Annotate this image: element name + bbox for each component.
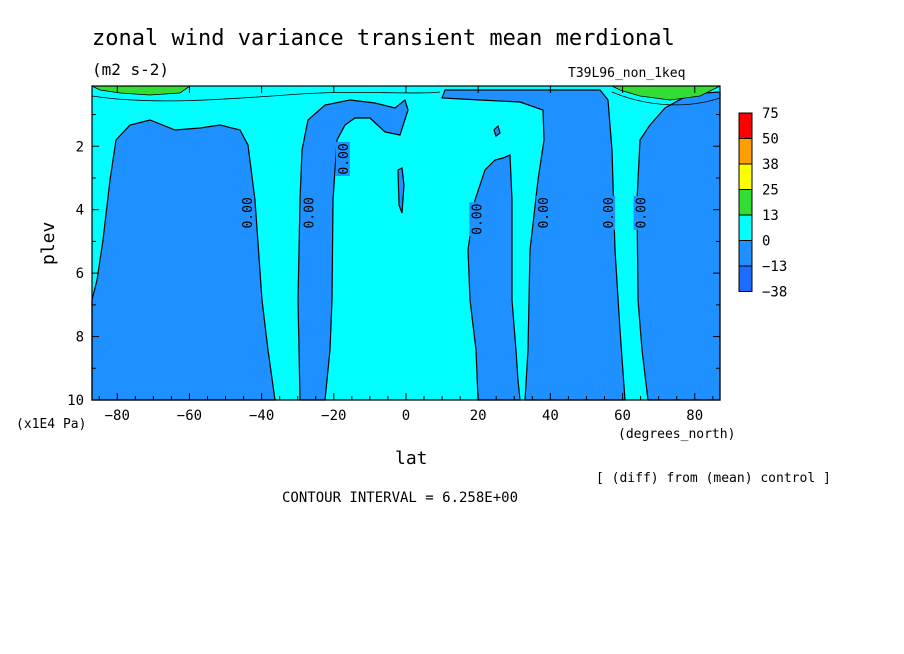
negative-region-polar-north	[636, 91, 721, 401]
y-tick-label: 4	[76, 203, 84, 219]
contour-label: 0.00	[537, 197, 552, 228]
contour-label: 0.00	[303, 197, 318, 228]
run-label: T39L96_non_1keq	[568, 66, 685, 81]
y-axis: 2 4 6 8 10	[67, 114, 720, 409]
x-axis: −80 −60 −40 −20 0 20 40 60 80	[98, 86, 714, 424]
negative-region-west	[91, 119, 276, 401]
x-tick-label: 60	[614, 408, 631, 424]
y-tick-label: 2	[76, 139, 84, 155]
contour-label: 0.00	[241, 197, 256, 228]
y-tick-label: 10	[67, 393, 84, 409]
contour-label-bg	[536, 195, 551, 230]
y-axis-label: plev	[38, 222, 59, 265]
colorbar-label: 50	[762, 132, 779, 148]
contour-interval: CONTOUR INTERVAL = 6.258E+00	[282, 490, 518, 506]
diff-note: [ (diff) from (mean) control ]	[596, 471, 831, 486]
colorbar-swatch	[738, 189, 753, 216]
plot-area: 0.00 0.00 0.00 0.00 0.00 0.00 0.00	[91, 85, 721, 401]
colorbar-swatch	[738, 138, 753, 165]
y-units: (x1E4 Pa)	[16, 417, 86, 432]
y-tick-label: 6	[76, 266, 84, 282]
x-units: (degrees_north)	[618, 427, 735, 442]
contour-label: 0.00	[602, 197, 617, 228]
colorbar-label: 38	[762, 157, 779, 173]
x-tick-label: 0	[402, 408, 410, 424]
colorbar-label: 25	[762, 183, 779, 199]
chart-title: zonal wind variance transient mean merdi…	[92, 26, 675, 51]
contour-label-bg	[469, 202, 484, 237]
contour-labels: 0.00 0.00 0.00 0.00 0.00 0.00 0.00	[240, 141, 650, 237]
x-tick-label: −60	[177, 408, 202, 424]
x-tick-label: −40	[249, 408, 274, 424]
negative-region-spot	[493, 124, 501, 137]
contour-label: 0.00	[635, 197, 650, 228]
colorbar-swatch	[738, 112, 753, 139]
colorbar-label: −13	[762, 259, 787, 275]
x-tick-label: 20	[470, 408, 487, 424]
colorbar-swatch	[738, 214, 753, 241]
contour-label-bg	[240, 195, 255, 230]
contour-label-bg	[335, 141, 350, 176]
colorbar-label: 75	[762, 106, 779, 122]
x-tick-label: −80	[105, 408, 130, 424]
colorbar-label: 13	[762, 208, 779, 224]
colorbar-swatch	[738, 265, 753, 292]
contour-label-bg	[301, 195, 316, 230]
chart-units: (m2 s-2)	[92, 60, 169, 79]
colorbar-label: 0	[762, 234, 770, 250]
x-axis-label: lat	[395, 448, 428, 469]
y-tick-label: 8	[76, 330, 84, 346]
negative-region-eq-sliver	[397, 167, 405, 214]
colorbar-label: −38	[762, 285, 787, 301]
x-tick-label: −20	[321, 408, 346, 424]
colorbar-swatch	[738, 163, 753, 190]
contour-label: 0.00	[337, 143, 352, 174]
contour-label-bg	[601, 195, 616, 230]
contour-label: 0.00	[470, 204, 485, 235]
negative-region-sh-mid	[297, 98, 409, 401]
colorbar: 75 50 38 25 13 0 −13 −38	[738, 106, 787, 301]
contour-label-bg	[633, 195, 648, 230]
colorbar-swatch	[738, 240, 753, 267]
x-tick-label: 80	[686, 408, 703, 424]
x-tick-label: 40	[542, 408, 559, 424]
